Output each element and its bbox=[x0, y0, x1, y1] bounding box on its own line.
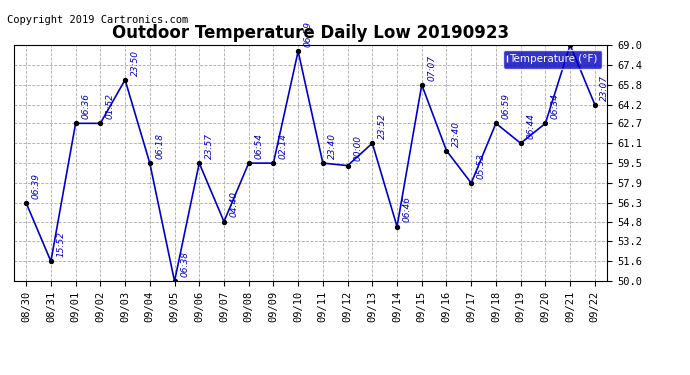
Text: 01:52: 01:52 bbox=[106, 93, 115, 119]
Point bbox=[169, 278, 180, 284]
Point bbox=[391, 224, 402, 230]
Text: 23:40: 23:40 bbox=[452, 120, 461, 147]
Text: 23:50: 23:50 bbox=[130, 50, 139, 76]
Point bbox=[21, 200, 32, 206]
Point bbox=[95, 120, 106, 126]
Point bbox=[416, 82, 427, 88]
Point bbox=[342, 163, 353, 169]
Text: 06:18: 06:18 bbox=[155, 133, 164, 159]
Legend: Temperature (°F): Temperature (°F) bbox=[503, 50, 602, 69]
Point bbox=[367, 140, 378, 146]
Point bbox=[70, 120, 81, 126]
Text: 23:07: 23:07 bbox=[600, 75, 609, 100]
Text: 06:39: 06:39 bbox=[32, 173, 41, 199]
Text: 06:46: 06:46 bbox=[402, 196, 412, 222]
Text: 23:40: 23:40 bbox=[328, 133, 337, 159]
Text: 05:53: 05:53 bbox=[477, 153, 486, 179]
Text: 00:00: 00:00 bbox=[353, 135, 362, 162]
Point bbox=[589, 102, 600, 108]
Point bbox=[293, 48, 304, 54]
Text: 15:52: 15:52 bbox=[57, 231, 66, 257]
Point bbox=[466, 180, 477, 186]
Point bbox=[268, 160, 279, 166]
Point bbox=[219, 219, 230, 225]
Point bbox=[441, 148, 452, 154]
Text: Copyright 2019 Cartronics.com: Copyright 2019 Cartronics.com bbox=[7, 15, 188, 25]
Text: 04:40: 04:40 bbox=[230, 191, 239, 217]
Point bbox=[317, 160, 328, 166]
Point bbox=[515, 140, 526, 146]
Point bbox=[564, 42, 575, 48]
Point bbox=[194, 160, 205, 166]
Point bbox=[540, 120, 551, 126]
Text: 23:57: 23:57 bbox=[205, 133, 214, 159]
Text: 06:38: 06:38 bbox=[180, 251, 189, 277]
Point bbox=[119, 77, 130, 83]
Point bbox=[46, 258, 57, 264]
Point bbox=[243, 160, 254, 166]
Text: 06:59: 06:59 bbox=[304, 21, 313, 47]
Point bbox=[491, 120, 502, 126]
Title: Outdoor Temperature Daily Low 20190923: Outdoor Temperature Daily Low 20190923 bbox=[112, 24, 509, 42]
Text: 23:52: 23:52 bbox=[378, 113, 387, 139]
Text: 06:36: 06:36 bbox=[81, 93, 90, 119]
Text: 06:54: 06:54 bbox=[254, 133, 264, 159]
Text: 06:44: 06:44 bbox=[526, 113, 535, 139]
Text: 06:59: 06:59 bbox=[502, 93, 511, 119]
Text: 07:07: 07:07 bbox=[427, 55, 436, 81]
Text: 06:34: 06:34 bbox=[551, 93, 560, 119]
Text: 02:14: 02:14 bbox=[279, 133, 288, 159]
Point bbox=[144, 160, 155, 166]
